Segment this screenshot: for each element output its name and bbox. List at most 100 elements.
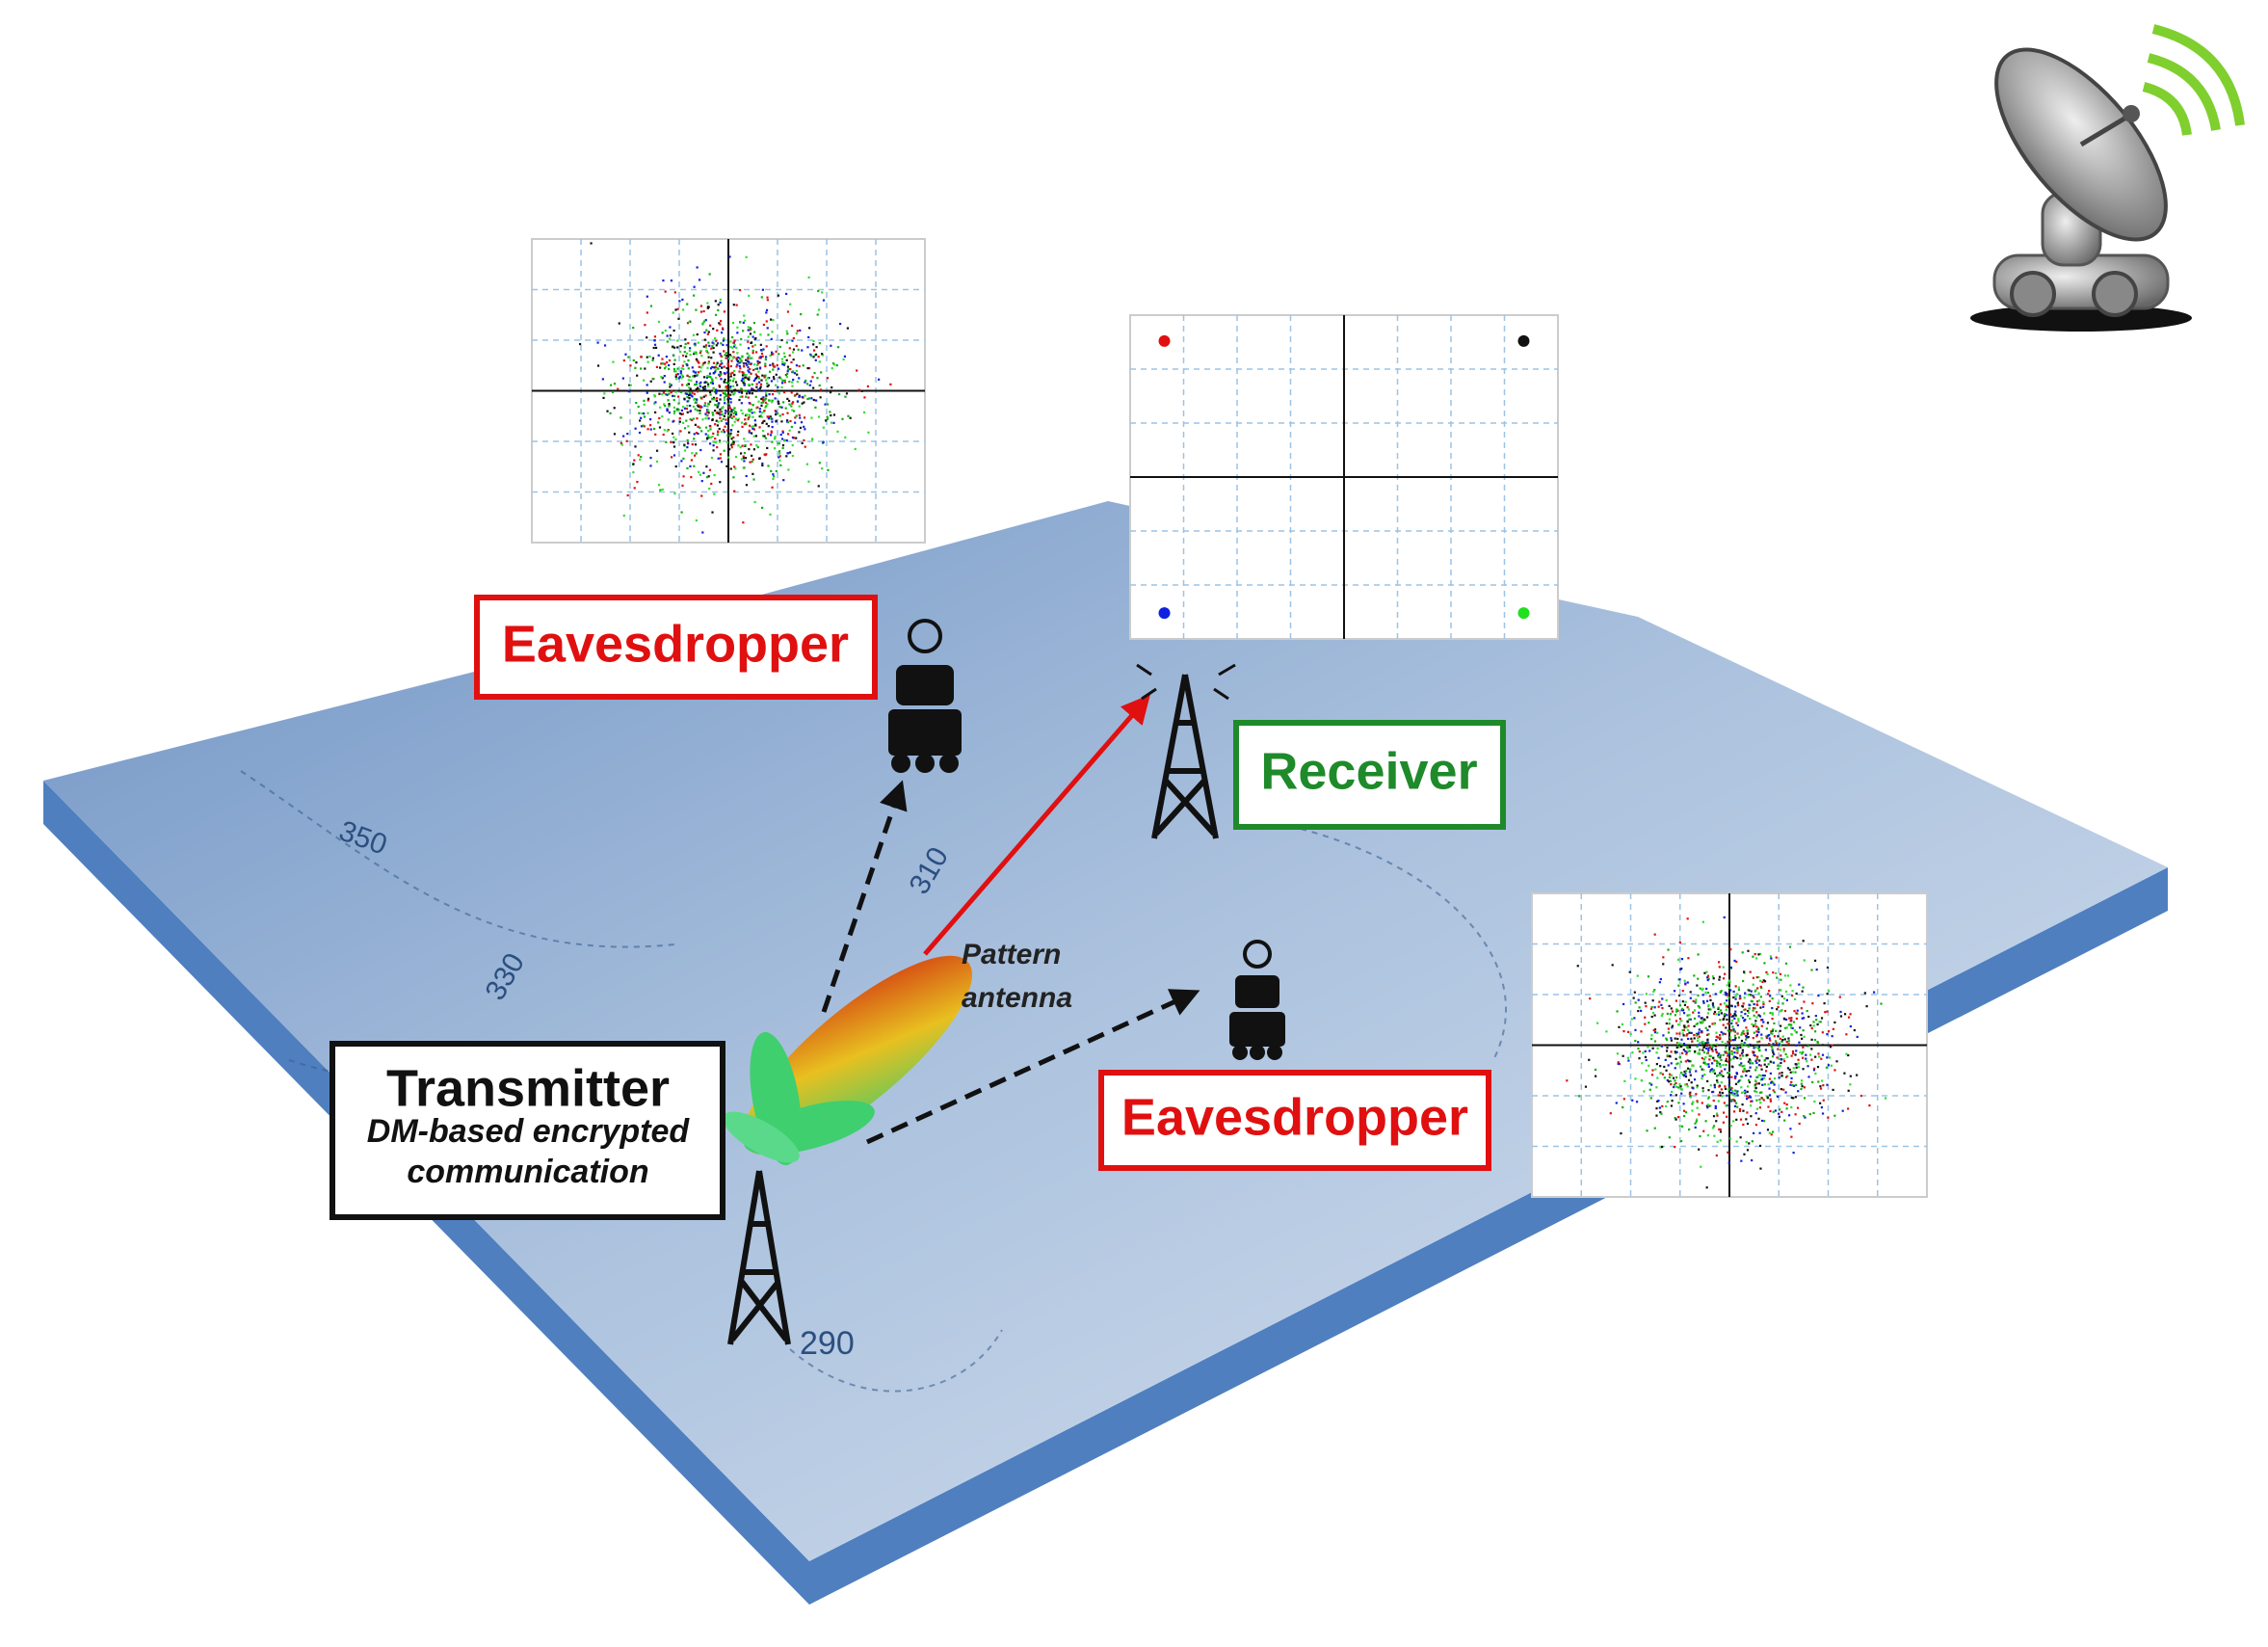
noise-dot — [1694, 1123, 1696, 1125]
noise-dot — [1688, 1129, 1690, 1130]
noise-dot — [807, 336, 809, 338]
noise-dot — [830, 414, 831, 416]
noise-dot — [1749, 1067, 1751, 1069]
noise-dot — [1781, 1039, 1783, 1041]
noise-dot — [1694, 1078, 1696, 1080]
noise-dot — [831, 386, 832, 388]
noise-dot — [673, 407, 675, 409]
noise-dot — [1638, 1006, 1640, 1008]
annotation: antenna — [962, 982, 1072, 1014]
noise-dot — [1750, 1101, 1752, 1102]
noise-dot — [716, 404, 718, 406]
noise-dot — [720, 453, 722, 455]
noise-dot — [768, 393, 770, 395]
noise-dot — [689, 465, 691, 467]
noise-dot — [1719, 1034, 1721, 1036]
noise-dot — [1687, 1024, 1689, 1026]
noise-dot — [673, 411, 675, 412]
noise-dot — [1780, 1072, 1782, 1074]
noise-dot — [656, 461, 658, 463]
noise-dot — [1780, 1065, 1781, 1067]
noise-dot — [1753, 1037, 1754, 1039]
noise-dot — [1633, 1017, 1635, 1019]
noise-dot — [1655, 1051, 1657, 1053]
noise-dot — [1748, 990, 1750, 992]
noise-dot — [1671, 1062, 1673, 1064]
noise-dot — [1856, 1074, 1858, 1076]
noise-dot — [783, 352, 785, 354]
noise-dot — [1646, 1059, 1648, 1061]
noise-dot — [759, 414, 761, 416]
noise-dot — [1723, 977, 1725, 979]
noise-dot — [818, 356, 820, 358]
noise-dot — [708, 357, 710, 359]
noise-dot — [1707, 1049, 1709, 1051]
noise-dot — [717, 309, 719, 311]
noise-dot — [690, 387, 692, 389]
noise-dot — [1802, 1068, 1804, 1070]
noise-dot — [1754, 953, 1756, 955]
noise-dot — [772, 319, 774, 321]
noise-dot — [1707, 979, 1709, 981]
noise-dot — [1683, 1115, 1685, 1117]
noise-dot — [1806, 1045, 1807, 1047]
noise-dot — [789, 430, 791, 432]
noise-dot — [759, 333, 761, 335]
noise-dot — [672, 330, 674, 332]
noise-dot — [1795, 1084, 1797, 1086]
noise-dot — [1786, 1041, 1788, 1043]
noise-dot — [1746, 1141, 1748, 1143]
noise-dot — [714, 438, 716, 439]
noise-dot — [1724, 973, 1726, 975]
noise-dot — [709, 391, 711, 393]
noise-dot — [784, 356, 786, 358]
noise-dot — [602, 378, 604, 380]
noise-dot — [714, 410, 716, 412]
noise-dot — [667, 340, 669, 342]
noise-dot — [705, 394, 707, 396]
noise-dot — [1697, 1107, 1699, 1109]
noise-dot — [1760, 1075, 1762, 1076]
noise-dot — [1801, 1083, 1803, 1085]
noise-dot — [674, 291, 676, 293]
noise-dot — [693, 406, 695, 408]
noise-dot — [701, 480, 703, 482]
noise-dot — [823, 300, 825, 302]
noise-dot — [1676, 1047, 1678, 1049]
noise-dot — [719, 428, 721, 430]
noise-dot — [1767, 993, 1769, 995]
noise-dot — [1726, 999, 1727, 1001]
noise-dot — [654, 339, 656, 341]
noise-dot — [1655, 1086, 1657, 1088]
noise-dot — [740, 338, 742, 340]
noise-dot — [1738, 987, 1740, 989]
noise-dot — [787, 433, 789, 435]
noise-dot — [717, 420, 719, 422]
noise-dot — [1695, 1127, 1697, 1129]
noise-dot — [716, 397, 718, 399]
noise-dot — [1687, 1038, 1689, 1040]
noise-dot — [810, 397, 812, 399]
noise-dot — [749, 392, 751, 394]
noise-dot — [718, 385, 720, 386]
noise-dot — [714, 337, 716, 339]
noise-dot — [1756, 1041, 1758, 1043]
noise-dot — [713, 444, 715, 446]
noise-dot — [855, 448, 857, 450]
noise-dot — [1773, 1089, 1775, 1091]
noise-dot — [622, 435, 624, 437]
noise-dot — [788, 381, 790, 383]
noise-dot — [730, 413, 732, 415]
noise-dot — [1676, 1038, 1678, 1040]
noise-dot — [713, 387, 715, 389]
noise-dot — [711, 380, 713, 382]
noise-dot — [656, 366, 658, 368]
noise-dot — [744, 385, 746, 386]
noise-dot — [1585, 1086, 1587, 1088]
noise-dot — [743, 467, 745, 469]
noise-dot — [1828, 1064, 1830, 1066]
noise-dot — [1677, 1023, 1679, 1025]
noise-dot — [1754, 1084, 1755, 1086]
noise-dot — [669, 412, 671, 413]
noise-dot — [681, 299, 683, 301]
